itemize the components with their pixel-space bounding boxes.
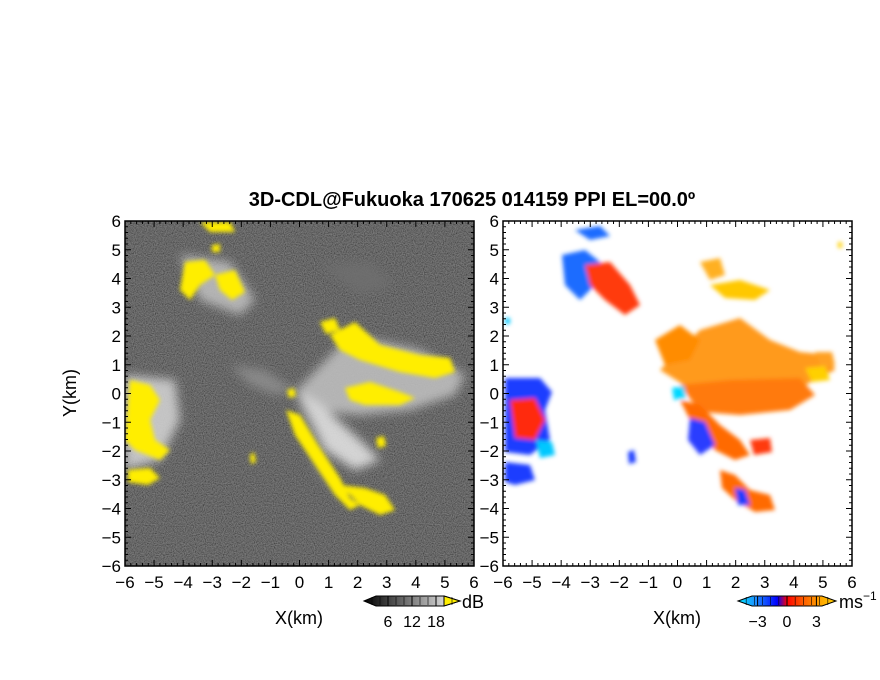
velocity-colorbar-unit-exponent: −1 <box>863 589 877 603</box>
x-tick-label: −1 <box>639 573 658 592</box>
velocity-colorbar-unit-base: ms <box>839 592 863 612</box>
colorbar-tick-label: 3 <box>812 614 821 631</box>
x-tick-label: −6 <box>493 573 512 592</box>
x-tick-label: 1 <box>324 573 333 592</box>
x-tick-label: 4 <box>789 573 798 592</box>
left-echo-field <box>125 222 465 515</box>
y-tick-label: −5 <box>480 528 499 547</box>
y-tick-label: −5 <box>102 528 121 547</box>
y-tick-label: 4 <box>490 270 499 289</box>
reflectivity-colorbar: 6 12 18 dB <box>362 592 484 631</box>
y-tick-label: 0 <box>490 385 499 404</box>
velocity-colorbar: −3 0 3 ms−1 <box>736 589 877 631</box>
right-velocity-field <box>505 226 842 512</box>
x-tick-label: −4 <box>551 573 570 592</box>
left-y-axis-label: Y(km) <box>60 369 80 417</box>
y-tick-label: −4 <box>102 500 121 519</box>
x-tick-label: 0 <box>673 573 682 592</box>
x-tick-label: 6 <box>469 573 478 592</box>
y-tick-label: 6 <box>490 212 499 231</box>
figure-title: 3D-CDL@Fukuoka 170625 014159 PPI EL=00.0… <box>249 189 695 211</box>
x-tick-label: −2 <box>232 573 251 592</box>
y-tick-label: 0 <box>112 385 121 404</box>
x-tick-label: 0 <box>295 573 304 592</box>
y-tick-label: 1 <box>112 356 121 375</box>
x-tick-label: −5 <box>522 573 541 592</box>
y-tick-label: 2 <box>112 327 121 346</box>
y-tick-label: 5 <box>490 241 499 260</box>
y-tick-label: −3 <box>480 471 499 490</box>
x-tick-label: 4 <box>411 573 420 592</box>
y-tick-label: −2 <box>480 442 499 461</box>
right-x-axis-label: X(km) <box>653 608 701 628</box>
y-tick-label: −6 <box>480 557 499 576</box>
velocity-colorbar-unit: ms−1 <box>839 589 877 612</box>
x-tick-label: 2 <box>731 573 740 592</box>
x-tick-label: −4 <box>173 573 192 592</box>
x-tick-label: 5 <box>818 573 827 592</box>
y-tick-label: 4 <box>112 270 121 289</box>
reflectivity-colorbar-ticks: 6 12 18 <box>371 596 453 631</box>
x-tick-label: −3 <box>203 573 222 592</box>
y-tick-label: 5 <box>112 241 121 260</box>
left-axis: −6 −5 −4 −3 −2 −1 0 1 2 3 4 5 6 −6 −5 −4 −3 −2 −1 0 1 2 3 4 5 6 <box>102 212 479 592</box>
colorbar-tick-label: 18 <box>427 614 445 631</box>
x-tick-label: 3 <box>760 573 769 592</box>
y-tick-label: 3 <box>490 298 499 317</box>
y-tick-label: 2 <box>490 327 499 346</box>
reflectivity-colorbar-unit: dB <box>462 592 484 612</box>
x-tick-label: 2 <box>353 573 362 592</box>
y-tick-label: 1 <box>490 356 499 375</box>
y-tick-label: −1 <box>480 413 499 432</box>
colorbar-tick-label: 12 <box>403 614 421 631</box>
y-tick-label: −1 <box>102 413 121 432</box>
colorbar-tick-label: 0 <box>783 614 792 631</box>
y-tick-label: −6 <box>102 557 121 576</box>
x-tick-label: −2 <box>610 573 629 592</box>
y-tick-label: −4 <box>480 500 499 519</box>
x-tick-label: 6 <box>847 573 856 592</box>
x-tick-label: −3 <box>581 573 600 592</box>
left-x-axis-label: X(km) <box>275 608 323 628</box>
right-panel: −6 −5 −4 −3 −2 −1 0 1 2 3 4 5 6 −6 −5 −4 −3 −2 −1 0 1 2 3 4 5 6 X… <box>480 212 857 628</box>
y-tick-label: 6 <box>112 212 121 231</box>
x-tick-label: 5 <box>440 573 449 592</box>
x-tick-label: 1 <box>702 573 711 592</box>
y-tick-label: −3 <box>102 471 121 490</box>
colorbar-tick-label: 6 <box>384 614 393 631</box>
right-axis: −6 −5 −4 −3 −2 −1 0 1 2 3 4 5 6 −6 −5 −4 −3 −2 −1 0 1 2 3 4 5 6 <box>480 212 857 592</box>
x-tick-label: −6 <box>115 573 134 592</box>
x-tick-label: −1 <box>261 573 280 592</box>
y-tick-label: 3 <box>112 298 121 317</box>
x-tick-label: 3 <box>382 573 391 592</box>
colorbar-tick-label: −3 <box>748 614 766 631</box>
x-tick-label: −5 <box>144 573 163 592</box>
y-tick-label: −2 <box>102 442 121 461</box>
velocity-colorbar-ticks: −3 0 3 <box>745 596 829 631</box>
